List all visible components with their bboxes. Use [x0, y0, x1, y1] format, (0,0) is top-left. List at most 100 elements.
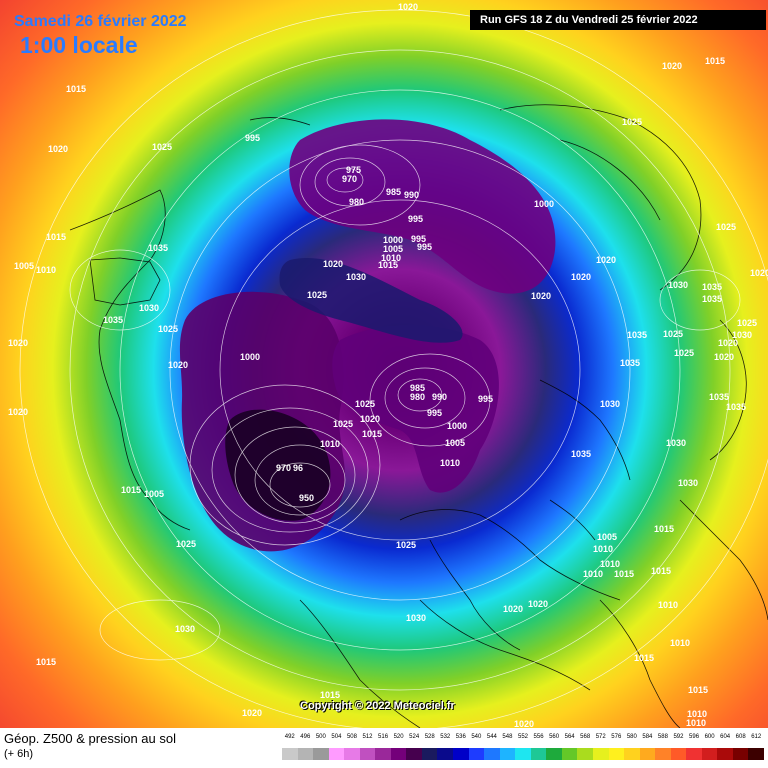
pressure-label: 1000: [240, 352, 260, 362]
legend-tick-label: 556: [533, 734, 544, 740]
pressure-label: 995: [417, 242, 432, 252]
legend-tick-label: 508: [346, 734, 357, 740]
pressure-label: 970: [342, 174, 357, 184]
pressure-label: 1015: [320, 690, 340, 700]
legend-tick-label: 500: [315, 734, 326, 740]
pressure-label: 950: [299, 493, 314, 503]
legend-tick-label: 496: [300, 734, 311, 740]
pressure-label: 995: [245, 133, 260, 143]
pressure-label: 1015: [705, 56, 725, 66]
pressure-label: 1025: [152, 142, 172, 152]
pressure-label: 1030: [600, 399, 620, 409]
pressure-label: 1010: [583, 569, 603, 579]
pressure-label: 975: [346, 165, 361, 175]
pressure-label: 1030: [668, 280, 688, 290]
pressure-label: 980: [410, 392, 425, 402]
legend-color-scale: [282, 748, 765, 760]
pressure-label: 1035: [726, 402, 746, 412]
legend-tick-label: 516: [378, 734, 389, 740]
pressure-label: 1035: [702, 294, 722, 304]
pressure-label: 1010: [658, 600, 678, 610]
pressure-label: 1025: [663, 329, 683, 339]
legend-color-cell: [313, 748, 330, 760]
pressure-label: 1020: [514, 719, 534, 728]
legend-tick-label: 564: [564, 734, 575, 740]
legend-tick-label: 572: [595, 734, 606, 740]
legend-color-cell: [406, 748, 423, 760]
pressure-label: 995: [478, 394, 493, 404]
pressure-label: 1030: [406, 613, 426, 623]
legend-color-cell: [577, 748, 594, 760]
pressure-label: 1020: [503, 604, 523, 614]
legend-tick-label: 540: [471, 734, 482, 740]
legend-color-cell: [328, 748, 345, 760]
pressure-label: 1025: [737, 318, 757, 328]
pressure-label: 1030: [346, 272, 366, 282]
pressure-label: 1020: [718, 338, 738, 348]
legend-tick-label: 608: [735, 734, 746, 740]
legend-tick-label: 544: [486, 734, 497, 740]
legend-color-cell: [453, 748, 470, 760]
legend-color-cell: [592, 748, 609, 760]
pressure-label: 1025: [396, 540, 416, 550]
pressure-label: 1020: [48, 144, 68, 154]
pressure-label: 1020: [528, 599, 548, 609]
legend-color-cell: [639, 748, 656, 760]
pressure-label: 1015: [121, 485, 141, 495]
pressure-label: 1025: [307, 290, 327, 300]
legend-color-cell: [437, 748, 454, 760]
pressure-label: 1025: [674, 348, 694, 358]
legend-color-cell: [297, 748, 314, 760]
legend-tick-label: 532: [440, 734, 451, 740]
pressure-label: 1030: [732, 330, 752, 340]
pressure-label: 1035: [702, 282, 722, 292]
legend-color-cell: [686, 748, 703, 760]
pressure-label: 1035: [620, 358, 640, 368]
copyright-label: Copyright © 2022 Meteociel.fr: [300, 700, 455, 712]
pressure-label: 1035: [709, 392, 729, 402]
pressure-label: 1020: [398, 2, 418, 12]
low-region-polar: [289, 119, 556, 294]
legend-tick-label: 528: [424, 734, 435, 740]
pressure-label: 1020: [596, 255, 616, 265]
pressure-label: 1015: [66, 84, 86, 94]
pressure-label: 1005: [383, 244, 403, 254]
legend-tick-label: 548: [502, 734, 513, 740]
pressure-label: 985: [386, 187, 401, 197]
pressure-label: 970: [276, 463, 291, 473]
legend-color-cell: [359, 748, 376, 760]
legend-tick-label: 600: [704, 734, 715, 740]
pressure-label: 1020: [323, 259, 343, 269]
legend-color-cell: [561, 748, 578, 760]
legend-tick-label: 524: [409, 734, 420, 740]
pressure-label: 1025: [158, 324, 178, 334]
pressure-label: 1005: [144, 489, 164, 499]
pressure-label: 1025: [622, 117, 642, 127]
legend-tick-label: 520: [393, 734, 404, 740]
pressure-label: 1035: [627, 330, 647, 340]
channel-region: [279, 258, 463, 343]
pressure-label: 995: [411, 234, 426, 244]
legend-tick-label: 580: [626, 734, 637, 740]
pressure-label: 1005: [597, 532, 617, 542]
pressure-label: 1015: [36, 657, 56, 667]
legend-tick-label: 588: [657, 734, 668, 740]
pressure-label: 96: [293, 463, 303, 473]
deep-low-core: [225, 409, 331, 521]
legend-color-cell: [468, 748, 485, 760]
legend-color-cell: [515, 748, 532, 760]
pressure-label: 1005: [445, 438, 465, 448]
pressure-label: 1035: [571, 449, 591, 459]
pressure-label: 1015: [654, 524, 674, 534]
legend-color-cell: [717, 748, 734, 760]
legend-color-cell: [608, 748, 625, 760]
time-label: 1:00 locale: [20, 32, 138, 58]
legend-tick-label: 568: [580, 734, 591, 740]
pressure-label: 1010: [36, 265, 56, 275]
legend-color-cell: [701, 748, 718, 760]
pressure-label: 1010: [440, 458, 460, 468]
map-title: Géop. Z500 & pression au sol: [4, 731, 176, 746]
legend-color-cell: [655, 748, 672, 760]
